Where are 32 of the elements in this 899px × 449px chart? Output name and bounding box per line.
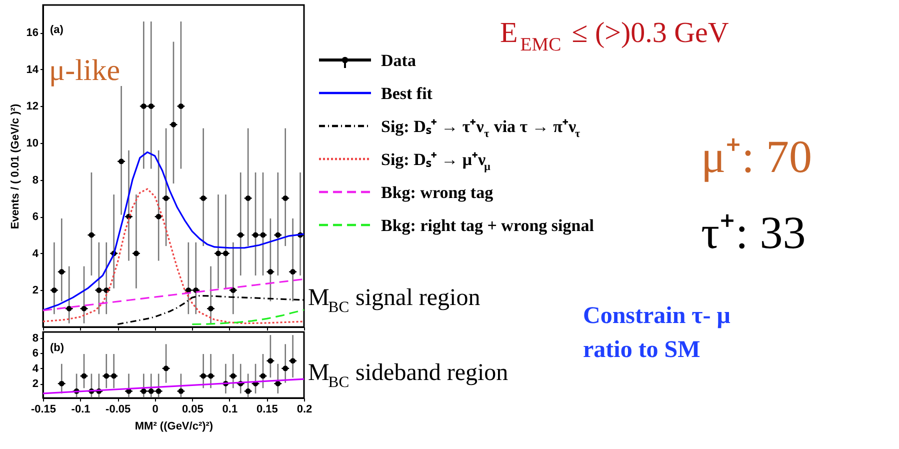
y-tick-label: 2 <box>32 378 38 390</box>
x-tick-label: 0 <box>152 404 158 416</box>
legend-label: Bkg: wrong tag <box>381 183 494 202</box>
y-tick-label: 4 <box>32 248 40 260</box>
text: Constrain τ- μ ratio to SM <box>583 303 731 363</box>
legend-label: Bkg: right tag + wrong signal <box>381 216 594 235</box>
text: τ⁺: 33 <box>701 207 806 258</box>
legend-label: Best fit <box>381 84 433 103</box>
annotation: μ-like <box>49 54 120 87</box>
y-tick-label: 2 <box>32 284 38 297</box>
x-tick-label: 0.2 <box>296 404 312 416</box>
y-axis-title: Events / ( 0.01 (GeV/c )²) <box>9 104 22 230</box>
y-tick-label: 4 <box>32 362 40 375</box>
x-tick-label: 0.15 <box>256 404 278 416</box>
x-tick-label: -0.1 <box>71 404 90 416</box>
y-tick-label: 8 <box>32 332 38 345</box>
text: μ⁺: 70 <box>701 131 812 182</box>
x-tick-label: 0.1 <box>222 404 238 416</box>
x-tick-label: 0.05 <box>182 404 204 416</box>
y-tick-label: 10 <box>26 138 38 150</box>
annotation: (b) <box>50 342 64 354</box>
x-tick-label: -0.05 <box>106 404 131 416</box>
x-axis-title: MM² ((GeV/c²)²) <box>134 420 214 432</box>
y-tick-label: 14 <box>26 64 40 76</box>
x-tick-label: -0.15 <box>30 404 56 416</box>
y-tick-label: 6 <box>32 348 38 360</box>
y-tick-label: 6 <box>32 211 38 224</box>
y-tick-label: 16 <box>26 27 38 40</box>
y-tick-label: 8 <box>32 174 38 186</box>
y-tick-label: 12 <box>26 100 38 113</box>
legend-label: Data <box>381 51 416 70</box>
annotation: (a) <box>50 24 64 36</box>
